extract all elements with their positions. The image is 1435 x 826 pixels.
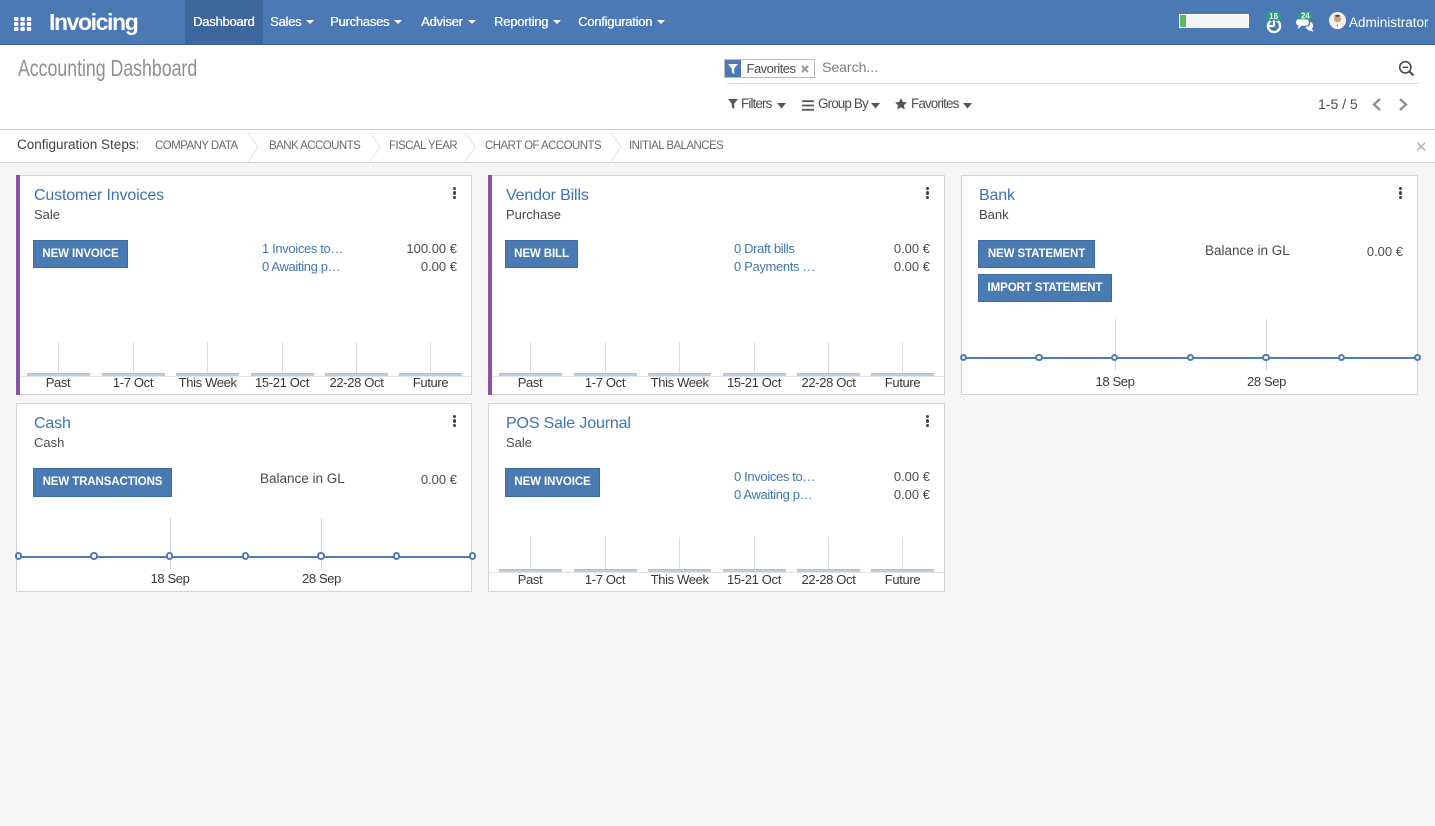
svg-text:24: 24 bbox=[1301, 11, 1310, 20]
svg-text:16: 16 bbox=[1269, 12, 1278, 21]
